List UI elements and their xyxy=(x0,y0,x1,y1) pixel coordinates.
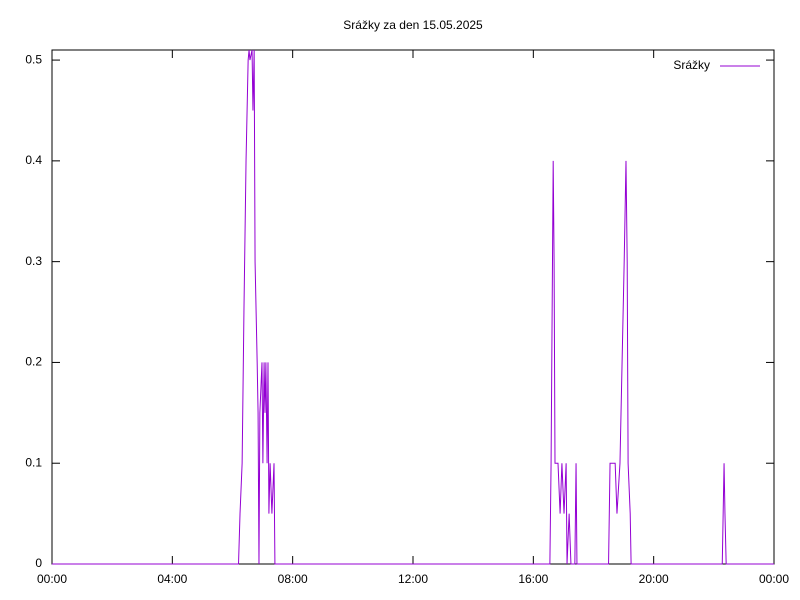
data-line xyxy=(52,49,774,565)
plot-frame xyxy=(51,49,775,565)
y-tick-label: 0.2 xyxy=(25,355,42,369)
y-tick-label: 0 xyxy=(35,556,42,570)
y-tick-label: 0.3 xyxy=(25,254,42,268)
y-tick-label: 0.4 xyxy=(25,153,42,167)
x-tick-label: 00:00 xyxy=(37,572,67,586)
chart-title: Srážky za den 15.05.2025 xyxy=(343,18,483,32)
y-tick-label: 0.1 xyxy=(25,455,42,469)
legend-label: Srážky xyxy=(673,58,710,72)
x-tick-label: 04:00 xyxy=(157,572,187,586)
x-tick-label: 16:00 xyxy=(518,572,548,586)
x-tick-label: 00:00 xyxy=(759,572,789,586)
x-tick-label: 08:00 xyxy=(278,572,308,586)
x-tick-label: 20:00 xyxy=(639,572,669,586)
x-tick-label: 12:00 xyxy=(398,572,428,586)
y-tick-label: 0.5 xyxy=(25,52,42,66)
